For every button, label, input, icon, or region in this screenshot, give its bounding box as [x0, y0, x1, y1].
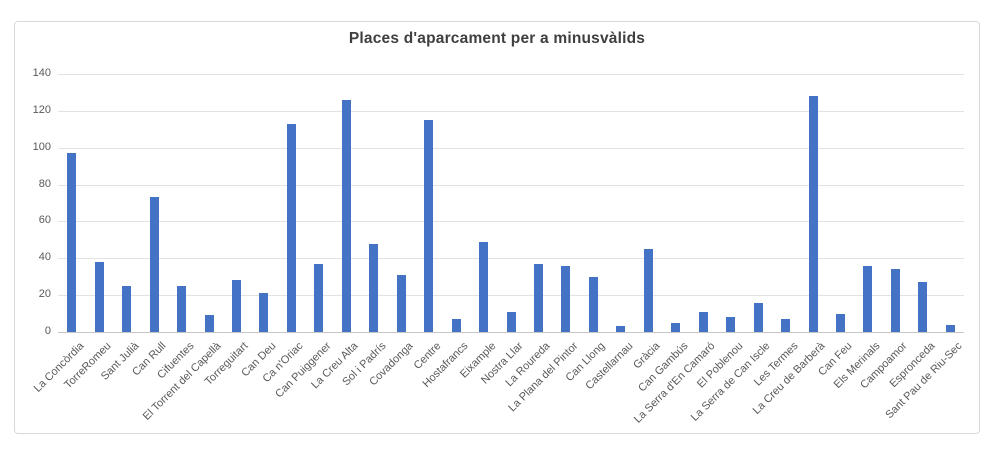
bar — [314, 263, 324, 332]
bar — [177, 285, 187, 332]
bar — [341, 99, 351, 332]
bar — [753, 302, 763, 332]
bar — [863, 265, 873, 332]
bar — [616, 326, 626, 332]
gridline — [58, 258, 964, 260]
bar — [286, 123, 296, 332]
y-axis-tick-label: 120 — [32, 103, 51, 116]
y-axis-tick-label: 100 — [32, 140, 51, 153]
bar — [945, 324, 955, 332]
y-axis-tick-label: 0 — [44, 325, 51, 337]
gridline — [58, 147, 964, 149]
bar — [506, 311, 516, 332]
gridline — [58, 295, 964, 297]
bar — [424, 120, 434, 332]
bar — [671, 322, 681, 332]
x-axis-line — [58, 332, 964, 333]
bar — [698, 311, 708, 332]
bar — [204, 315, 214, 332]
chart-title: Places d'aparcament per a minusvàlids — [348, 30, 646, 47]
y-axis-tick-label: 20 — [38, 288, 51, 301]
gridline — [58, 221, 964, 223]
y-axis-tick-label: 140 — [32, 67, 51, 79]
y-axis-tick-label: 40 — [38, 251, 51, 264]
bar — [643, 249, 653, 332]
bar — [259, 293, 269, 332]
bar — [588, 276, 598, 332]
gridline — [58, 74, 964, 75]
bar — [149, 197, 159, 332]
bar — [451, 319, 461, 332]
bar — [67, 153, 77, 332]
gridline — [58, 110, 964, 112]
bar — [94, 261, 104, 332]
bar — [231, 280, 241, 332]
chart-container: Places d'aparcament per a minusvàlids 0 2… — [14, 21, 980, 434]
plot-area — [58, 74, 964, 333]
bar — [835, 313, 845, 332]
bar — [808, 96, 818, 332]
gridline — [58, 184, 964, 186]
y-axis-tick-label: 60 — [38, 214, 51, 227]
bar — [396, 274, 406, 332]
bar — [918, 282, 928, 332]
bar — [561, 265, 571, 332]
y-axis-tick-label: 80 — [38, 177, 51, 190]
bar — [479, 241, 489, 332]
bar — [726, 317, 736, 332]
bar — [890, 269, 900, 332]
bar — [781, 319, 791, 332]
bar — [122, 285, 132, 332]
bar — [369, 243, 379, 332]
bar — [533, 263, 543, 332]
